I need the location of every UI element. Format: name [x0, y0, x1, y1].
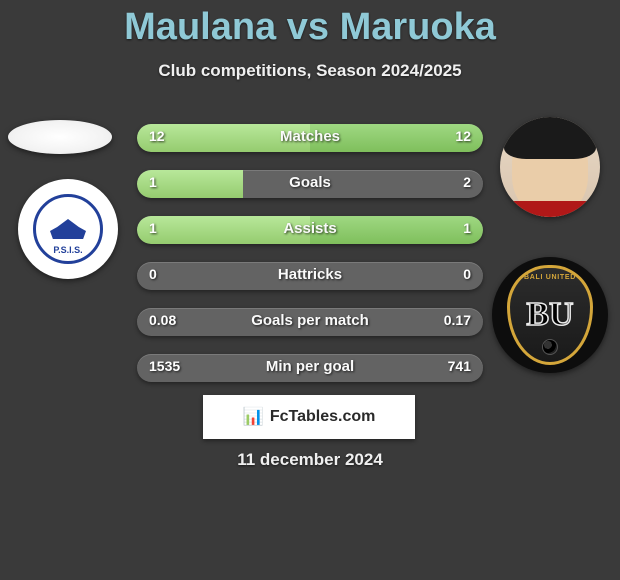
right-club-emblem: BALI UNITED BU [492, 257, 608, 373]
stat-label: Goals per match [137, 312, 483, 329]
stat-value-right: 12 [455, 128, 471, 144]
brand-text: FcTables.com [270, 408, 376, 426]
subtitle: Club competitions, Season 2024/2025 [0, 61, 620, 81]
stat-value-right: 1 [463, 220, 471, 236]
psis-shape-icon [50, 219, 86, 239]
stat-value-right: 2 [463, 174, 471, 190]
player-hair-icon [504, 117, 596, 159]
stat-row: 1Assists1 [137, 216, 483, 244]
brand-box[interactable]: 📊 FcTables.com [203, 395, 415, 439]
right-player-avatar [500, 117, 600, 217]
stat-label: Goals [137, 174, 483, 191]
stat-label: Hattricks [137, 266, 483, 283]
page-title: Maulana vs Maruoka [0, 0, 620, 49]
stat-row: 1535Min per goal741 [137, 354, 483, 382]
stat-row: 1Goals2 [137, 170, 483, 198]
stats-container: 12Matches121Goals21Assists10Hattricks00.… [137, 124, 483, 400]
stat-row: 12Matches12 [137, 124, 483, 152]
stat-label: Min per goal [137, 358, 483, 375]
date-text: 11 december 2024 [0, 450, 620, 470]
psis-text: P.S.I.S. [53, 245, 82, 255]
stat-value-right: 0 [463, 266, 471, 282]
bali-text: BALI UNITED [524, 274, 576, 281]
bali-monogram: BU [526, 296, 573, 334]
stat-row: 0.08Goals per match0.17 [137, 308, 483, 336]
stat-value-right: 741 [448, 358, 471, 374]
stat-label: Assists [137, 220, 483, 237]
player-shirt-icon [500, 201, 600, 217]
psis-emblem-icon: P.S.I.S. [33, 194, 103, 264]
stat-value-right: 0.17 [444, 312, 471, 328]
ball-icon [542, 339, 558, 355]
left-club-emblem: P.S.I.S. [18, 179, 118, 279]
left-player-avatar [8, 120, 112, 154]
stat-label: Matches [137, 128, 483, 145]
chart-icon: 📊 [243, 407, 264, 427]
player-face-icon [512, 129, 588, 217]
bali-emblem-icon: BALI UNITED BU [507, 265, 593, 365]
stat-row: 0Hattricks0 [137, 262, 483, 290]
